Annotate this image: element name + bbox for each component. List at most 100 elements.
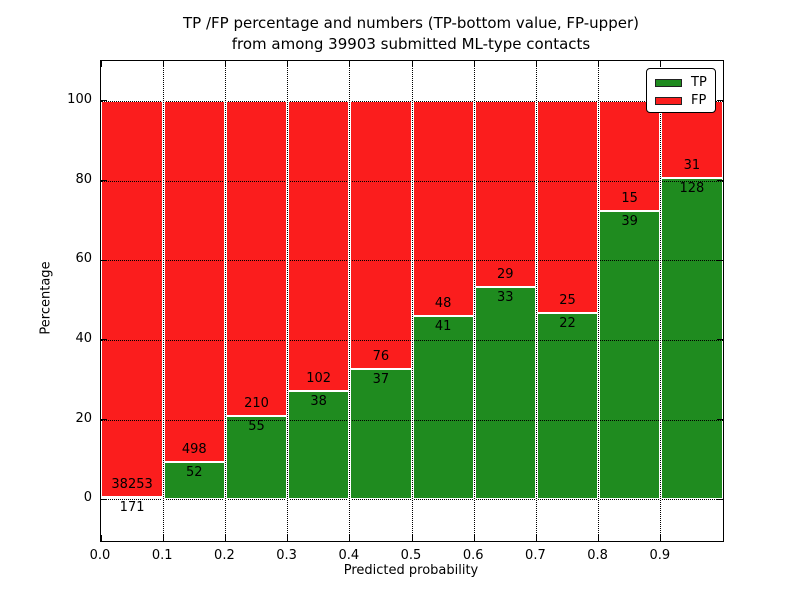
fp-count-label: 498 — [181, 441, 207, 457]
y-tick-label: 60 — [75, 251, 92, 267]
x-gridline-dots — [660, 61, 662, 541]
fp-bar-segment — [598, 100, 661, 212]
fp-count-label: 76 — [372, 348, 390, 364]
x-gridline — [410, 61, 414, 541]
x-gridline-dots — [473, 61, 475, 541]
tp-legend-label: TP — [691, 75, 707, 90]
fp-bar-segment — [287, 100, 350, 392]
y-tick-right — [717, 180, 723, 181]
x-gridline — [223, 61, 227, 541]
x-gridline-dots — [224, 61, 226, 541]
fp-bar-segment — [225, 100, 288, 417]
chart-title: TP /FP percentage and numbers (TP-bottom… — [100, 13, 722, 55]
y-tick-label: 0 — [83, 490, 92, 506]
x-gridline-dots — [535, 61, 537, 541]
x-tick-bottom — [287, 535, 289, 541]
fp-bar-segment — [660, 100, 723, 179]
x-tick-bottom — [473, 535, 475, 541]
x-tick-bottom — [598, 535, 600, 541]
fp-bar-segment — [101, 100, 164, 498]
y-tick-label: 20 — [75, 410, 92, 426]
tp-count-label: 55 — [248, 419, 265, 435]
x-tick-top — [287, 61, 289, 67]
fp-count-label: 29 — [497, 267, 514, 283]
fp-count-label: 210 — [244, 396, 269, 412]
fp-count-label: 25 — [559, 292, 576, 308]
fp-count-label: 38253 — [111, 477, 153, 493]
y-tick-right — [717, 419, 723, 420]
x-tick-label: 0.7 — [525, 548, 546, 563]
tp-count-label: 37 — [372, 371, 390, 387]
tp-bar-segment — [349, 368, 412, 500]
x-tick-bottom — [660, 535, 662, 541]
chart-title-line1: TP /FP percentage and numbers (TP-bottom… — [183, 14, 639, 32]
x-gridline — [597, 61, 601, 541]
fp-bar-segment — [536, 100, 599, 313]
x-tick-top — [100, 61, 102, 67]
tp-count-label: 171 — [119, 500, 145, 516]
x-tick-label: 0.9 — [649, 548, 671, 563]
legend-entry-tp: TP — [655, 74, 715, 92]
x-tick-label: 0.8 — [587, 548, 608, 563]
y-tick-right — [717, 498, 723, 500]
x-tick-top — [349, 61, 351, 67]
x-gridline-dots — [287, 61, 289, 541]
fp-count-label: 48 — [434, 295, 452, 311]
x-tick-top — [535, 61, 537, 67]
x-tick-label: 0.4 — [338, 548, 360, 563]
x-gridline-dots — [162, 61, 164, 541]
y-tick-label: 80 — [75, 171, 92, 187]
x-gridline-dots — [598, 61, 600, 541]
x-tick-top — [473, 61, 475, 67]
tp-count-label: 22 — [559, 315, 576, 331]
x-gridline — [472, 61, 476, 541]
plot-area: TP FP 38253 171 498 52 210 55 102 38 76 37 48 41 29 3… — [100, 60, 724, 542]
x-gridline — [286, 61, 290, 541]
x-tick-bottom — [349, 535, 351, 541]
tp-bar-segment — [474, 287, 537, 500]
y-tick-right — [717, 259, 723, 261]
x-tick-label: 0.0 — [89, 548, 111, 563]
x-tick-label: 0.2 — [214, 548, 235, 563]
x-gridline-dots — [349, 61, 351, 541]
chart-title-line2: from among 39903 submitted ML-type conta… — [231, 35, 591, 53]
x-tick-top — [660, 61, 662, 67]
y-tick-label: 100 — [67, 91, 92, 107]
y-tick-label: 40 — [75, 330, 92, 346]
fp-bar-segment — [163, 100, 226, 462]
x-gridline — [348, 61, 352, 541]
legend: TP FP — [646, 68, 716, 113]
x-tick-bottom — [535, 535, 537, 541]
tp-count-label: 128 — [679, 181, 705, 197]
y-tick-left — [101, 339, 107, 341]
fp-legend-swatch — [655, 97, 682, 105]
y-tick-right — [717, 100, 723, 102]
fp-legend-label: FP — [691, 93, 707, 108]
x-gridline-dots — [411, 61, 413, 541]
tp-bar-segment — [598, 211, 661, 500]
tp-count-label: 38 — [310, 394, 327, 410]
x-tick-top — [411, 61, 413, 67]
x-gridline — [161, 61, 165, 541]
tp-count-label: 33 — [497, 290, 514, 306]
fp-count-label: 31 — [683, 158, 701, 174]
fp-count-label: 15 — [621, 191, 638, 207]
tp-count-label: 41 — [434, 318, 452, 334]
y-tick-left — [101, 180, 107, 181]
x-gridline — [659, 61, 663, 541]
x-tick-bottom — [224, 535, 226, 541]
tp-count-label: 39 — [621, 214, 638, 230]
x-tick-label: 0.1 — [151, 548, 173, 563]
y-tick-right — [717, 339, 723, 341]
fp-bar-segment — [349, 100, 412, 369]
x-tick-label: 0.5 — [400, 548, 422, 563]
tp-bar-segment — [660, 178, 723, 500]
x-tick-label: 0.3 — [276, 548, 297, 563]
x-tick-top — [598, 61, 600, 67]
x-axis-label: Predicted probability — [343, 563, 479, 578]
x-tick-top — [162, 61, 164, 67]
tp-legend-swatch — [655, 79, 682, 87]
x-tick-bottom — [411, 535, 413, 541]
fp-count-label: 102 — [306, 371, 332, 387]
